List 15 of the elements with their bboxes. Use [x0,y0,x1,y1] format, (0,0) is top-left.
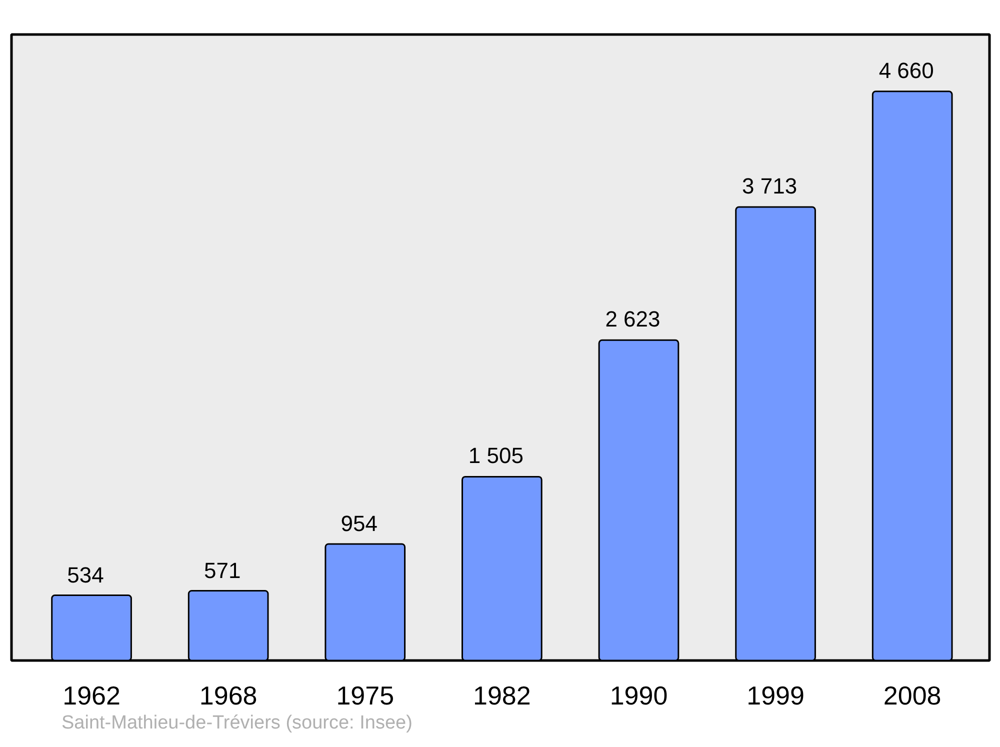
x-tick-label: 2008 [883,680,942,710]
data-label: 4 660 [878,58,934,83]
x-tick-label: 1975 [336,680,394,710]
data-label: 1 505 [468,443,524,468]
data-label: 2 623 [605,306,660,332]
data-label: 3 713 [742,174,798,199]
x-tick-label: 1990 [610,680,668,710]
data-label: 534 [67,562,104,588]
x-tick-label: 1968 [199,680,258,710]
x-tick-label: 1999 [746,680,804,710]
x-tick-label: 1962 [62,680,120,710]
text: Saint-Mathieu-de-Tréviers (source: Insee) [62,712,412,734]
data-label: 954 [340,510,378,536]
x-tick-label: 1982 [473,680,531,710]
data-label: 571 [204,558,241,583]
